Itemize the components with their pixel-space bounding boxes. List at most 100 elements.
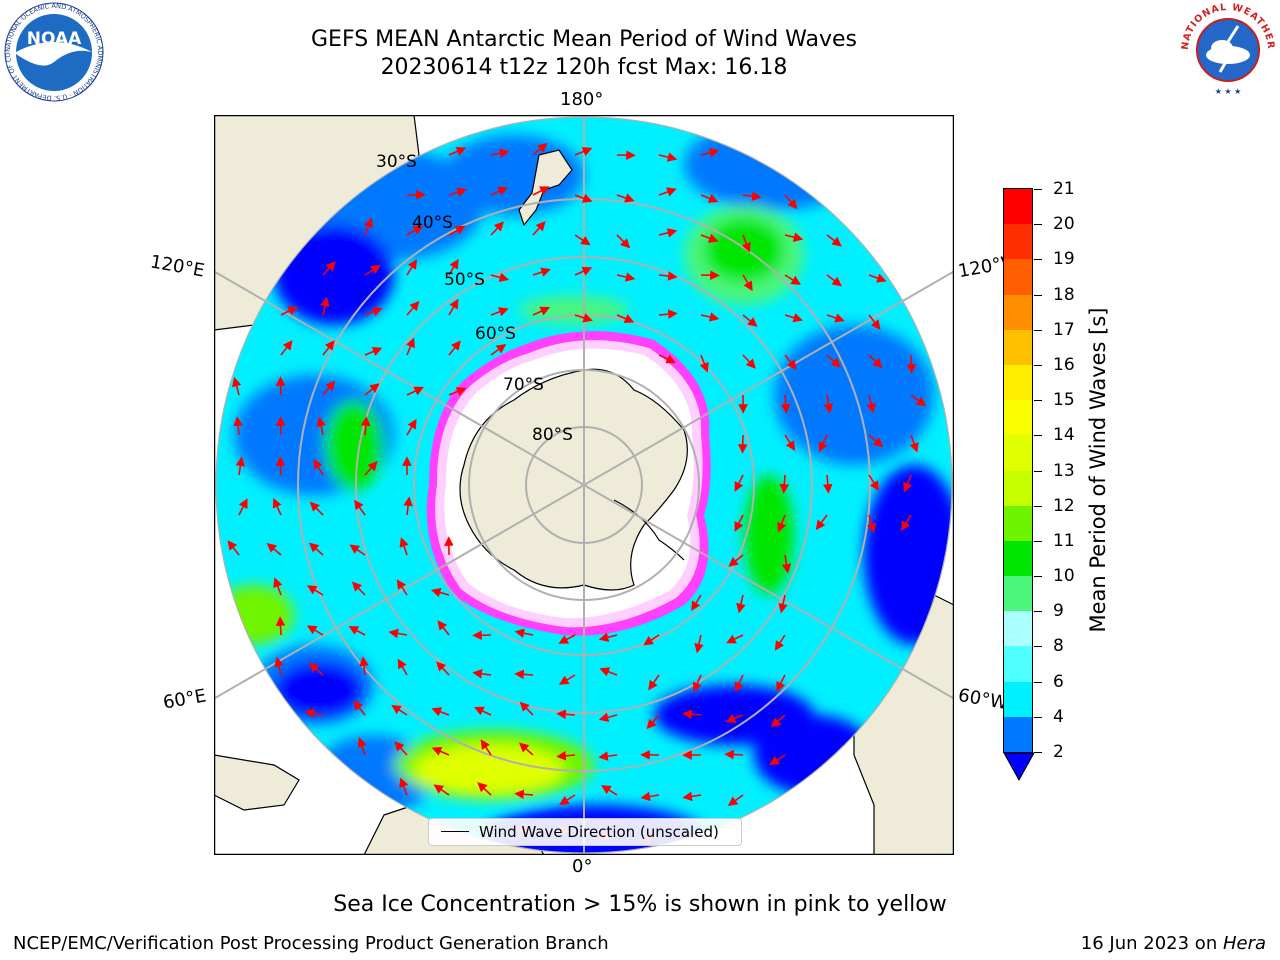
meridian-line <box>583 484 954 700</box>
wave-direction-arrow <box>724 749 744 760</box>
colorbar-tick <box>1034 435 1042 437</box>
wave-direction-arrow <box>784 313 803 323</box>
wave-direction-arrow <box>490 221 504 236</box>
wave-direction-arrow <box>227 540 240 556</box>
colorbar-tick-label: 19 <box>1053 249 1075 270</box>
wave-direction-arrow <box>784 232 804 242</box>
wave-direction-arrow <box>616 193 635 203</box>
wave-direction-arrow <box>280 306 298 316</box>
wave-direction-arrow <box>354 499 366 516</box>
wave-direction-arrow <box>601 785 618 796</box>
colorbar-tick <box>1034 259 1042 261</box>
wave-direction-arrow <box>909 434 919 453</box>
colorbar-tick <box>1034 576 1042 578</box>
colorbar-segment <box>1004 400 1032 436</box>
colorbar-tick-label: 2 <box>1053 742 1064 762</box>
wave-direction-arrow <box>769 754 786 766</box>
colorbar-tick <box>1034 294 1042 296</box>
wave-direction-arrow <box>700 148 720 158</box>
wave-direction-arrow <box>235 456 246 476</box>
wave-direction-arrow <box>431 746 450 756</box>
wave-direction-arrow <box>406 337 415 356</box>
wave-direction-arrow <box>780 394 791 414</box>
wave-direction-arrow <box>272 497 282 516</box>
wave-direction-arrow <box>818 434 828 453</box>
colorbar-tick <box>1034 189 1042 190</box>
wave-direction-arrow <box>448 225 466 236</box>
wave-direction-arrow <box>518 742 534 756</box>
wave-direction-arrow <box>868 434 884 448</box>
wave-direction-arrow <box>349 544 366 556</box>
colorbar-tick-label: 8 <box>1053 636 1064 657</box>
wave-direction-arrow <box>826 354 841 368</box>
map-legend: Wind Wave Direction (unscaled) <box>428 818 742 846</box>
wave-direction-arrow <box>868 273 887 283</box>
colorbar-tick <box>1034 681 1042 683</box>
wave-direction-arrow <box>558 674 576 685</box>
colorbar-tick-label: 10 <box>1053 566 1075 587</box>
meridian-line <box>214 270 585 486</box>
wave-direction-arrow <box>448 258 459 276</box>
lon-label-60w: 60°W <box>956 684 1010 715</box>
wave-direction-arrow <box>448 146 467 156</box>
wave-direction-arrow <box>360 416 371 436</box>
colorbar-tick <box>1034 364 1042 366</box>
wave-direction-arrow <box>490 272 510 283</box>
wave-direction-arrow <box>320 296 330 316</box>
wave-direction-arrow <box>351 581 366 596</box>
wave-direction-arrow <box>643 634 660 646</box>
wave-direction-arrow <box>682 709 702 719</box>
wave-direction-arrow <box>231 376 242 396</box>
wave-direction-arrow <box>868 354 883 369</box>
wave-direction-arrow <box>436 661 450 676</box>
colorbar-tick-label: 20 <box>1053 214 1075 235</box>
wave-direction-arrow <box>784 434 796 451</box>
wave-direction-arrow <box>574 234 591 246</box>
colorbar-tick-label: 21 <box>1053 179 1075 199</box>
wave-direction-arrow <box>742 191 762 201</box>
wave-direction-arrow <box>364 307 383 317</box>
wave-direction-arrow <box>868 314 881 330</box>
colorbar-tick-label: 12 <box>1053 495 1075 516</box>
wave-direction-arrow <box>826 234 842 247</box>
wave-direction-arrow <box>514 628 534 638</box>
wave-direction-arrow <box>682 791 702 802</box>
wave-direction-arrow <box>313 458 324 476</box>
wave-direction-arrow <box>480 739 492 756</box>
wave-direction-arrow <box>556 709 576 720</box>
wave-direction-arrow <box>726 634 744 644</box>
wave-direction-arrow <box>431 707 450 717</box>
footer-date-text: 16 Jun 2023 on <box>1080 933 1223 954</box>
wave-direction-arrow <box>403 496 413 516</box>
wave-direction-arrow <box>822 474 833 494</box>
meridian-line <box>583 270 954 486</box>
wave-direction-arrow <box>273 577 283 596</box>
wave-direction-arrow <box>727 794 744 807</box>
colorbar-segment <box>1004 470 1032 506</box>
wave-direction-arrow <box>519 701 534 716</box>
wave-direction-arrow <box>532 306 551 316</box>
wave-direction-arrow <box>692 674 702 693</box>
wave-direction-arrow <box>430 587 450 598</box>
wave-direction-arrow <box>308 662 324 676</box>
legend-line-icon <box>441 831 469 832</box>
wave-direction-arrow <box>394 741 408 756</box>
meridian-line <box>214 484 585 700</box>
wave-direction-arrow <box>363 217 373 236</box>
wave-direction-arrow <box>348 625 366 636</box>
wave-direction-arrow <box>866 394 876 414</box>
wave-direction-arrow <box>616 234 631 249</box>
wave-direction-arrow <box>406 418 417 436</box>
wave-direction-arrow <box>559 794 576 806</box>
wave-direction-arrow <box>742 354 756 369</box>
wave-direction-arrow <box>406 225 424 236</box>
wave-direction-arrow <box>406 259 418 276</box>
colorbar-segment <box>1004 681 1032 717</box>
colorbar-tick <box>1034 752 1042 753</box>
wave-direction-arrow <box>658 187 677 197</box>
colorbar-tick-label: 14 <box>1053 425 1075 446</box>
colorbar-tick <box>1034 716 1042 718</box>
colorbar-tick-label: 13 <box>1053 460 1075 481</box>
colorbar-segment <box>1004 364 1032 401</box>
colorbar-tick-label: 4 <box>1053 706 1064 727</box>
